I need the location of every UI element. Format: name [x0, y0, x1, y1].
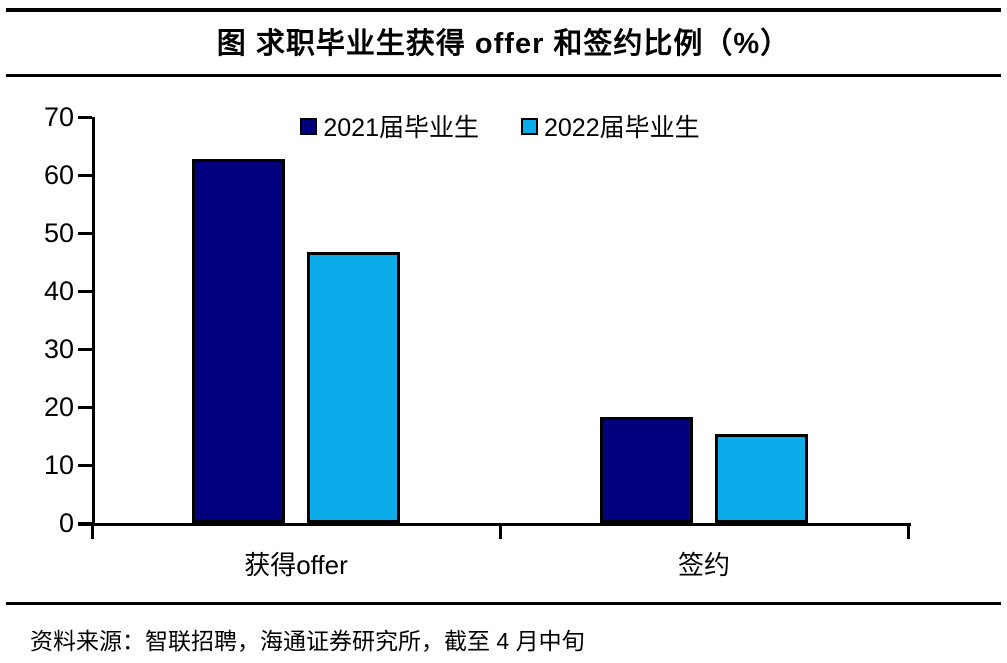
y-axis-tick-label: 10: [43, 450, 74, 480]
y-axis-line: [92, 117, 95, 526]
legend-swatch: [300, 117, 318, 135]
category-label: 获得offer: [244, 550, 348, 580]
bar: [307, 252, 400, 523]
legend-swatch: [521, 117, 538, 135]
legend-label: 2021届毕业生: [323, 114, 479, 142]
y-axis-tick: [78, 173, 92, 177]
bar: [192, 159, 285, 523]
y-axis-tick: [78, 463, 92, 467]
legend-label: 2022届毕业生: [544, 114, 700, 142]
legend-item: 2021届毕业生: [300, 108, 479, 144]
y-axis-tick: [78, 347, 92, 351]
legend-item: 2022届毕业生: [521, 108, 700, 144]
x-axis-tick: [498, 523, 502, 539]
y-axis-tick-label: 40: [43, 276, 74, 306]
y-axis-tick: [78, 289, 92, 293]
y-axis-tick-label: 30: [43, 334, 74, 364]
y-axis-tick: [78, 405, 92, 409]
x-axis-tick: [90, 523, 94, 539]
y-axis-tick-label: 50: [43, 218, 74, 248]
chart-title: 图 求职毕业生获得 offer 和签约比例（%）: [216, 28, 791, 60]
bar: [715, 434, 808, 523]
y-axis-tick-label: 60: [43, 160, 74, 190]
bar: [600, 417, 693, 523]
plot-area: 0 10 20 30 40 50 60 70 获得offer 签约: [44, 103, 911, 580]
legend: 2021届毕业生 2022届毕业生: [92, 108, 908, 144]
y-axis-tick: [78, 231, 92, 235]
y-axis-tick-label: 70: [43, 102, 74, 132]
title-divider: [6, 74, 1001, 77]
y-axis-tick-label: 20: [43, 392, 74, 422]
y-axis-tick: [78, 115, 92, 119]
y-axis-tick: [78, 521, 92, 525]
category-label: 签约: [677, 550, 730, 580]
top-divider: [6, 8, 1001, 12]
x-axis-tick: [906, 523, 910, 539]
y-axis-tick-label: 0: [58, 508, 74, 538]
x-axis-line: [78, 523, 911, 526]
source-note: 资料来源：智联招聘，海通证券研究所，截至 4 月中旬: [30, 628, 585, 654]
bottom-divider: [6, 602, 1001, 605]
